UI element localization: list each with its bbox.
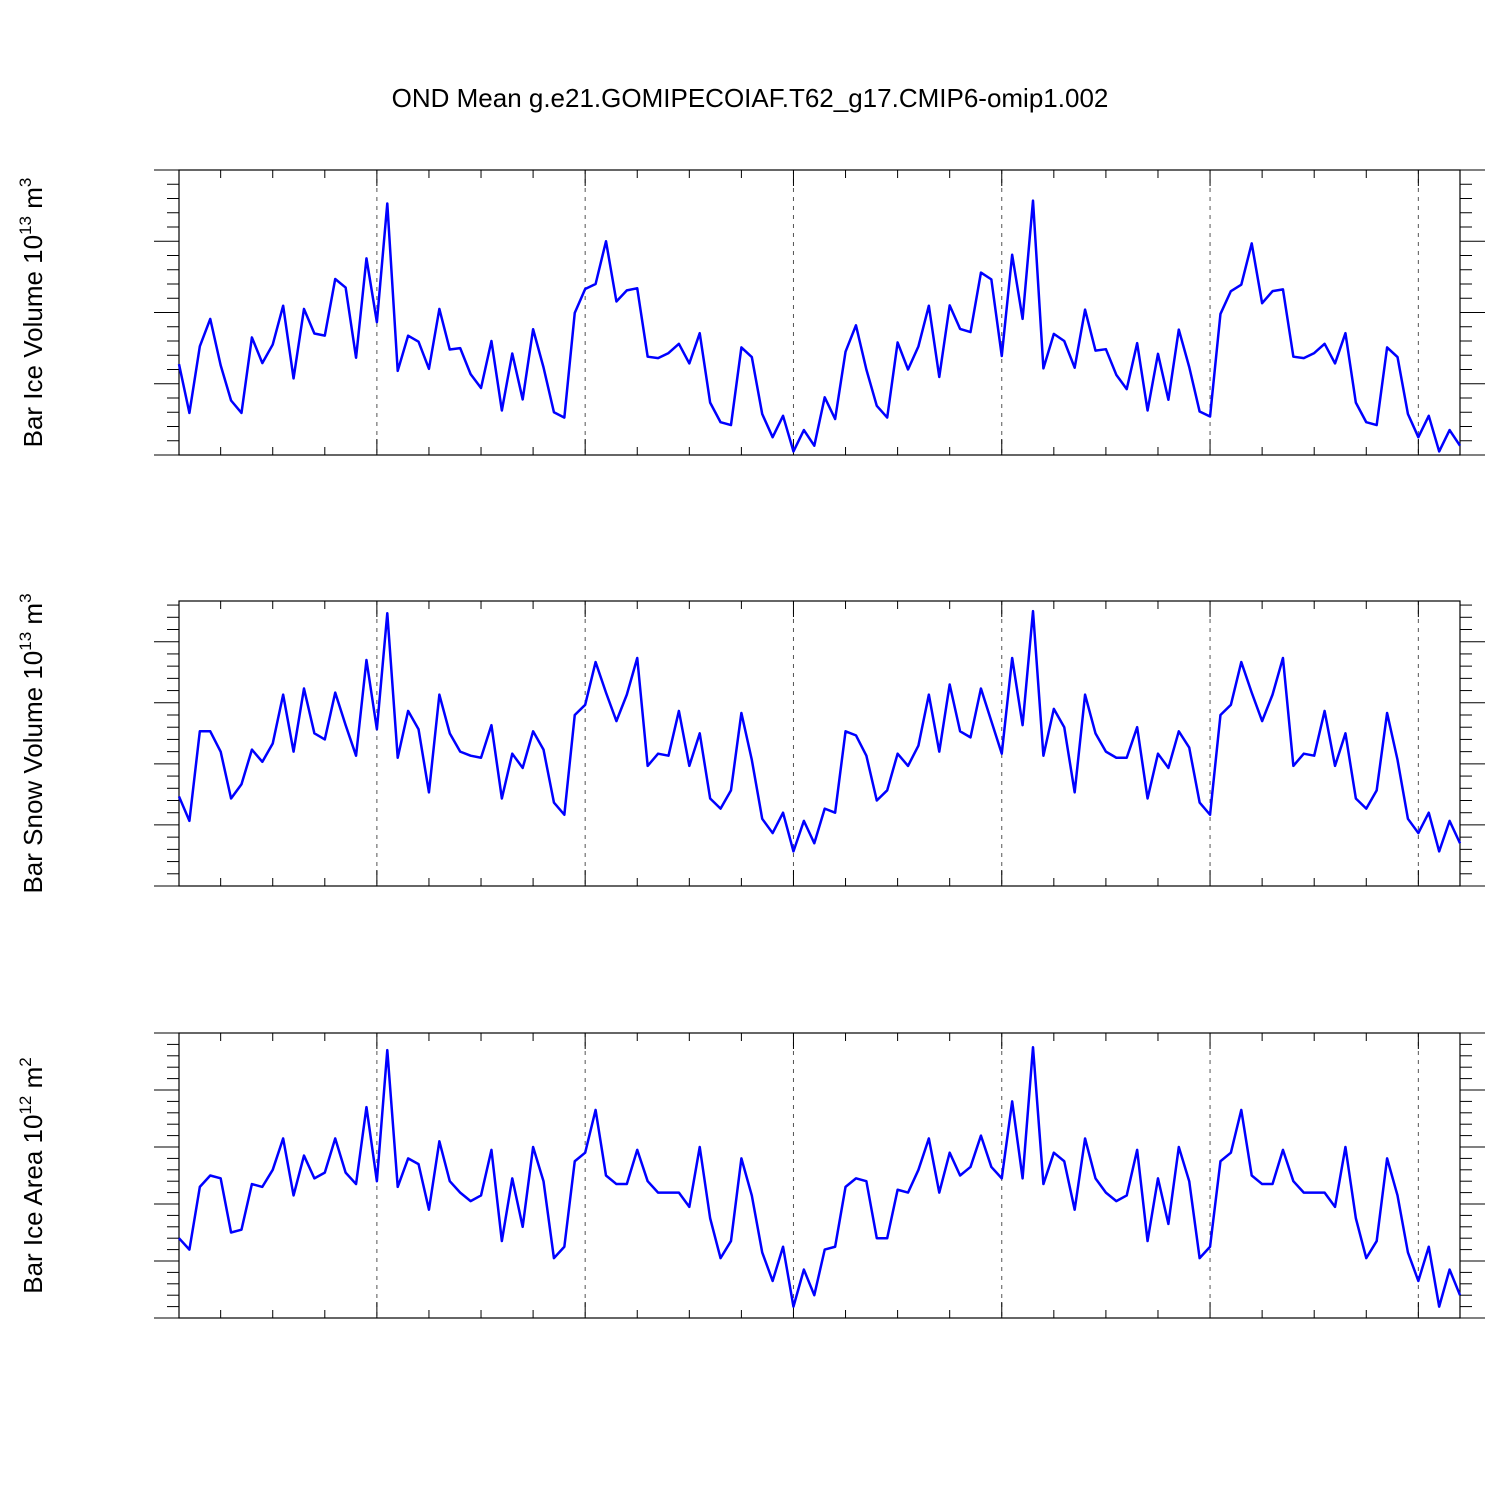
y-axis-label: Bar Snow Volume 1013 m3 (16, 593, 48, 893)
chart-panel-1: Bar Ice Volume 1013 m3 (16, 169, 1485, 456)
y-axis-label: Bar Ice Area 1012 m2 (16, 1057, 48, 1294)
figure-title: OND Mean g.e21.GOMIPECOIAF.T62_g17.CMIP6… (392, 83, 1109, 113)
chart-panel-3: Bar Ice Area 1012 m2 (16, 1032, 1485, 1319)
series-line (178, 1046, 1462, 1308)
y-axis-label-superscript: 2 (16, 1057, 35, 1066)
y-axis-label-superscript: 3 (16, 593, 35, 602)
y-axis-label-superscript: 13 (16, 216, 35, 235)
y-axis-label-superscript: 13 (16, 632, 35, 651)
y-axis-label-part: m (18, 603, 48, 632)
plot-frame (178, 1032, 1461, 1319)
plot-frame (178, 169, 1461, 456)
y-axis-label: Bar Ice Volume 1013 m3 (16, 178, 48, 448)
plot-frame (178, 600, 1461, 887)
y-axis-label-superscript: 12 (16, 1096, 35, 1115)
y-axis-label-part: Bar Snow Volume 10 (18, 651, 48, 894)
series-line (177, 609, 1462, 853)
y-axis-label-part: Bar Ice Area 10 (18, 1115, 48, 1294)
chart-panel-2: Bar Snow Volume 1013 m3 (16, 593, 1485, 894)
y-axis-label-part: m (18, 187, 48, 216)
y-axis-label-part: Bar Ice Volume 10 (18, 235, 48, 447)
series-line (177, 199, 1462, 453)
y-axis-label-part: m (18, 1067, 48, 1096)
y-axis-label-superscript: 3 (16, 178, 35, 187)
